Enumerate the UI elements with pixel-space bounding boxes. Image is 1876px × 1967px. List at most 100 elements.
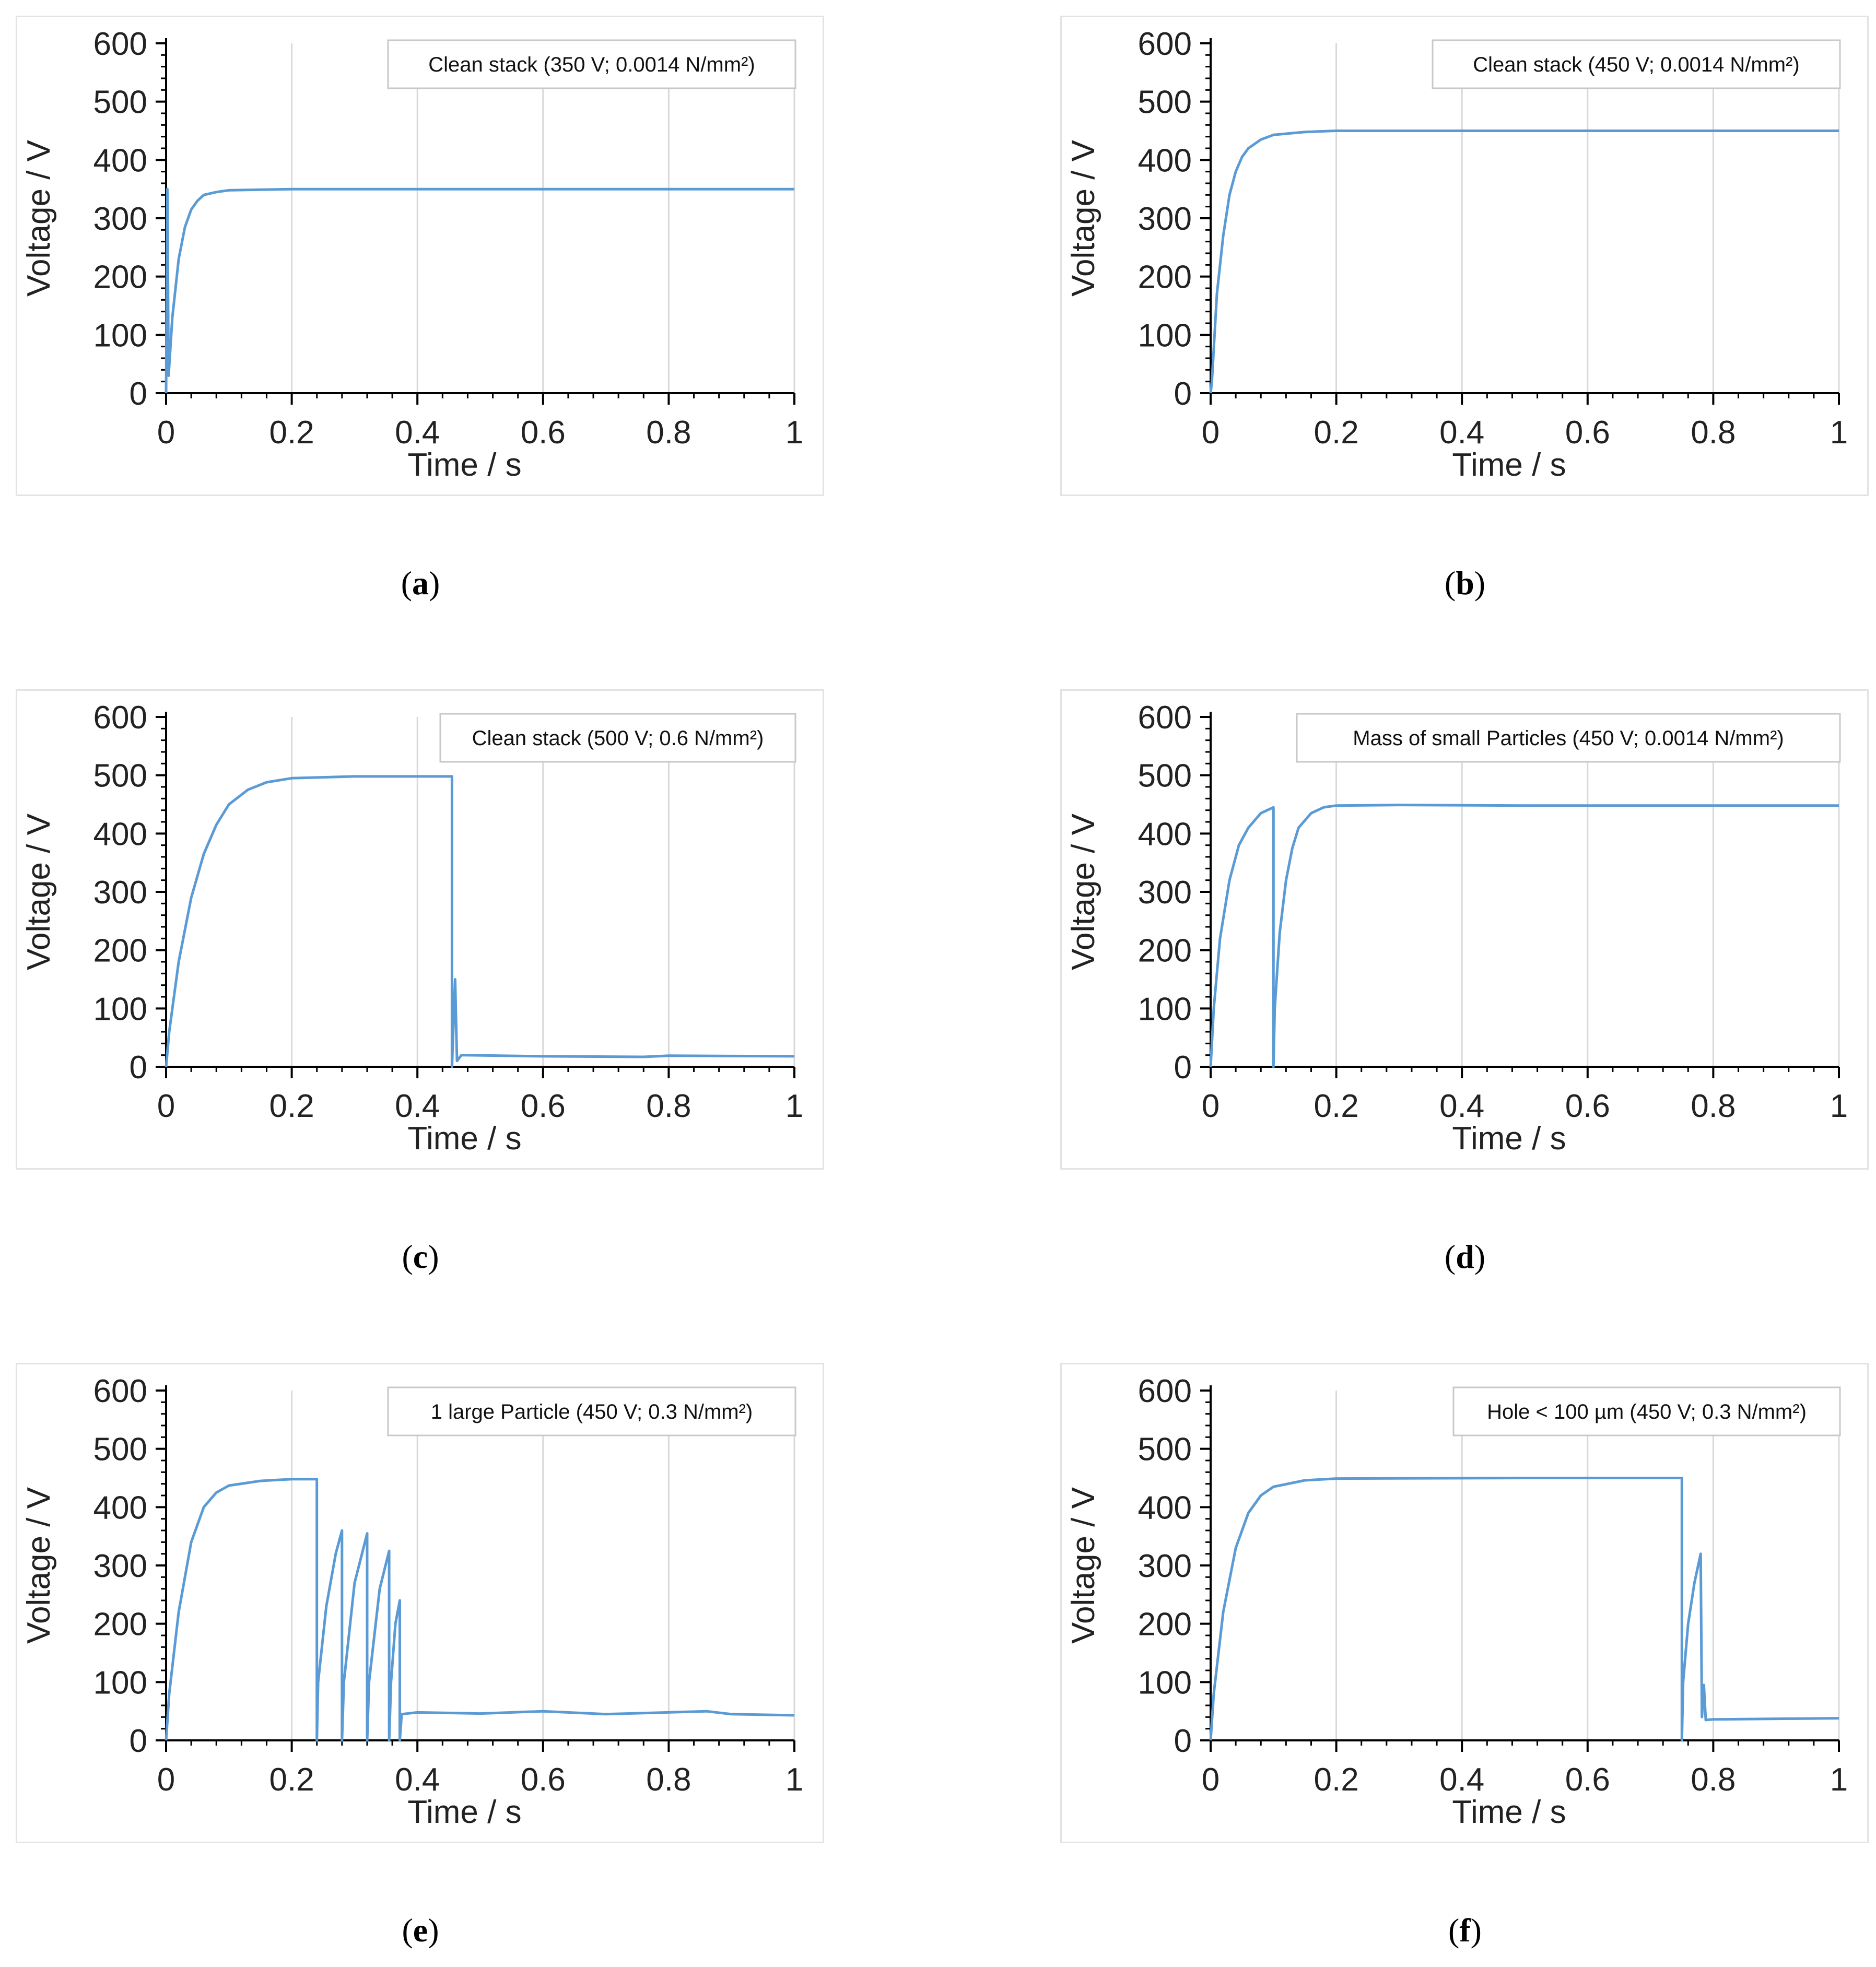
series-line-voltage: [165, 775, 795, 1068]
y-tick-label: 0: [130, 1050, 147, 1086]
x-tick-label: 0.2: [269, 1088, 314, 1124]
series-line-voltage: [1209, 1477, 1839, 1742]
annotation-box: [1432, 39, 1841, 89]
x-tick-label: 1: [785, 415, 803, 451]
y-tick-label: 200: [93, 1607, 147, 1643]
y-tick-label: 200: [1138, 933, 1192, 969]
x-tick-label: 0.6: [1565, 415, 1610, 451]
chart-svg-e: 0 100 200 300 400 500 600 0 0.2 0.4 0.6 0.8 1 Time / …: [21, 1373, 803, 1830]
y-tick-label: 300: [1138, 875, 1192, 911]
chart-panel-b: 0 100 200 300 400 500 600 0 0.2 0.4 0.6 0.8 1 Time / …: [1060, 16, 1869, 496]
panel-caption-e: (e): [402, 1912, 439, 1949]
annotation-box: [387, 1386, 796, 1436]
x-tick-label: 1: [1830, 415, 1848, 451]
x-axis-title: Time / s: [1452, 447, 1566, 483]
y-tick-label: 300: [93, 1548, 147, 1584]
y-axis-title: Voltage / V: [1065, 1487, 1101, 1644]
y-tick-label: 500: [93, 1432, 147, 1468]
y-tick-label: 100: [93, 317, 147, 354]
x-axis-title: Time / s: [407, 1121, 521, 1157]
chart-svg-f: 0 100 200 300 400 500 600 0 0.2 0.4 0.6 0.8 1 Time / …: [1065, 1373, 1848, 1830]
y-tick-label: 500: [93, 758, 147, 794]
y-tick-label: 600: [93, 26, 147, 62]
annotation-text: Hole < 100 µm (450 V; 0.3 N/mm²): [1487, 1400, 1807, 1423]
x-tick-label: 0.4: [395, 415, 440, 451]
chart-svg-c: 0 100 200 300 400 500 600 0 0.2 0.4 0.6 0.8 1 Time / …: [21, 700, 803, 1157]
x-tick-label: 0.6: [1565, 1762, 1610, 1798]
y-tick-label: 400: [93, 1490, 147, 1526]
x-tick-label: 0.4: [395, 1762, 440, 1798]
series-line-voltage: [1209, 129, 1839, 394]
caption-letter: a: [412, 564, 429, 602]
panel-caption-a: (a): [401, 564, 440, 602]
x-tick-label: 0.6: [521, 415, 566, 451]
y-tick-label: 0: [1174, 376, 1192, 412]
x-tick-label: 0.2: [1314, 1088, 1358, 1124]
x-tick-label: 0.2: [269, 1762, 314, 1798]
y-tick-label: 100: [1138, 991, 1192, 1027]
y-tick-label: 100: [93, 991, 147, 1027]
chart-panel-e: 0 100 200 300 400 500 600 0 0.2 0.4 0.6 0.8 1 Time / …: [16, 1363, 824, 1843]
y-tick-label: 500: [1138, 1432, 1192, 1468]
y-tick-label: 500: [1138, 758, 1192, 794]
y-axis-title: Voltage / V: [21, 139, 57, 297]
annotation-box: [1452, 1386, 1841, 1436]
y-tick-label: 600: [1138, 26, 1192, 62]
x-tick-label: 0.2: [269, 415, 314, 451]
y-tick-label: 600: [93, 1373, 147, 1409]
x-tick-label: 0.8: [1691, 1762, 1736, 1798]
annotation-text: Clean stack (350 V; 0.0014 N/mm²): [428, 53, 755, 76]
chart-panel-d: 0 100 200 300 400 500 600 0 0.2 0.4 0.6 0.8 1 Time / …: [1060, 689, 1869, 1170]
y-tick-label: 0: [130, 376, 147, 412]
annotation-box: [1296, 713, 1841, 763]
y-tick-label: 200: [1138, 1607, 1192, 1643]
x-tick-label: 0.4: [1439, 1088, 1484, 1124]
series-line-voltage: [1209, 804, 1839, 1068]
x-tick-label: 0.4: [395, 1088, 440, 1124]
x-tick-label: 0.6: [521, 1762, 566, 1798]
x-tick-label: 0: [1202, 1088, 1220, 1124]
x-axis-title: Time / s: [407, 447, 521, 483]
x-tick-label: 0: [1202, 415, 1220, 451]
x-tick-label: 0: [157, 415, 175, 451]
x-tick-label: 0.6: [1565, 1088, 1610, 1124]
series-line-voltage: [165, 1478, 795, 1742]
x-tick-label: 0.8: [646, 415, 691, 451]
annotation-text: Clean stack (450 V; 0.0014 N/mm²): [1473, 53, 1799, 76]
panel-caption-b: (b): [1444, 564, 1486, 602]
panel-caption-c: (c): [402, 1238, 439, 1275]
y-tick-label: 0: [1174, 1723, 1192, 1759]
x-tick-label: 0.4: [1439, 1762, 1484, 1798]
x-tick-label: 0.8: [646, 1088, 691, 1124]
x-tick-label: 0.8: [646, 1762, 691, 1798]
x-axis-title: Time / s: [1452, 1794, 1566, 1830]
y-tick-label: 400: [1138, 1490, 1192, 1526]
y-tick-label: 300: [93, 875, 147, 911]
x-axis-title: Time / s: [407, 1794, 521, 1830]
y-tick-label: 100: [1138, 317, 1192, 354]
y-tick-label: 300: [93, 201, 147, 237]
x-tick-label: 0.6: [521, 1088, 566, 1124]
y-tick-label: 400: [93, 143, 147, 179]
caption-letter: c: [413, 1238, 428, 1275]
x-tick-label: 0.2: [1314, 415, 1358, 451]
x-tick-label: 1: [785, 1762, 803, 1798]
panel-caption-f: (f): [1448, 1912, 1482, 1949]
y-axis-title: Voltage / V: [1065, 139, 1101, 297]
y-axis-title: Voltage / V: [21, 1487, 57, 1644]
x-tick-label: 0.8: [1691, 415, 1736, 451]
x-tick-label: 0: [157, 1762, 175, 1798]
y-tick-label: 300: [1138, 201, 1192, 237]
y-tick-label: 600: [1138, 1373, 1192, 1409]
chart-panel-f: 0 100 200 300 400 500 600 0 0.2 0.4 0.6 0.8 1 Time / …: [1060, 1363, 1869, 1843]
x-tick-label: 1: [785, 1088, 803, 1124]
x-tick-label: 0.8: [1691, 1088, 1736, 1124]
y-tick-label: 200: [93, 260, 147, 296]
y-tick-label: 0: [130, 1723, 147, 1759]
x-axis-title: Time / s: [1452, 1121, 1566, 1157]
y-tick-label: 400: [1138, 816, 1192, 852]
y-tick-label: 500: [1138, 85, 1192, 121]
y-tick-label: 100: [93, 1665, 147, 1701]
chart-panel-c: 0 100 200 300 400 500 600 0 0.2 0.4 0.6 0.8 1 Time / …: [16, 689, 824, 1170]
x-tick-label: 1: [1830, 1762, 1848, 1798]
